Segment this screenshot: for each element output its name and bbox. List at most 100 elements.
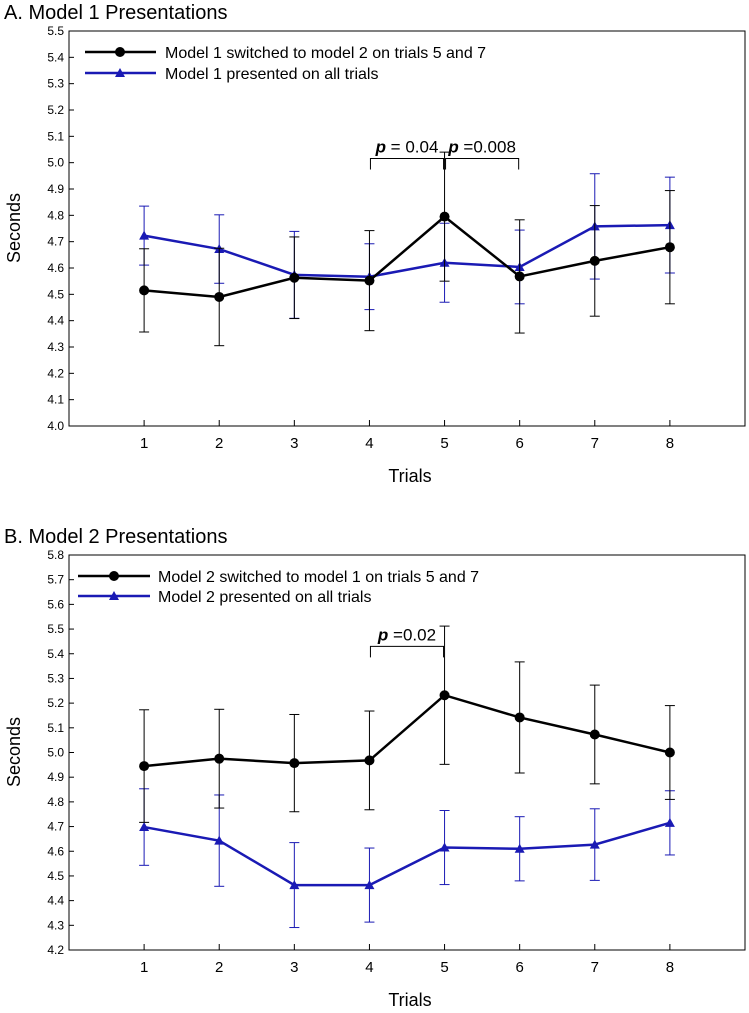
- y-tick-label: 5.0: [47, 156, 64, 170]
- series-line: [143, 223, 670, 278]
- data-point: [439, 842, 450, 852]
- p-value: =0.02: [388, 625, 436, 644]
- y-tick-label: 4.1: [47, 393, 64, 407]
- y-tick-label: 5.3: [47, 77, 64, 91]
- p-symbol: p: [447, 137, 458, 156]
- panel-a-series: [139, 151, 675, 347]
- data-point: [664, 747, 675, 758]
- data-point: [139, 761, 150, 772]
- data-point: [139, 230, 150, 240]
- legend-b-label-1: Model 2 switched to model 1 on trials 5 …: [158, 569, 479, 586]
- significance-label: p = 0.04: [375, 137, 439, 156]
- data-point: [364, 755, 375, 766]
- x-tick-label: 5: [440, 435, 448, 452]
- y-tick-label: 4.2: [47, 366, 64, 380]
- panel-b-y-axis-label: Seconds: [4, 717, 24, 787]
- data-point: [664, 242, 675, 253]
- data-point: [214, 291, 225, 302]
- y-tick-label: 4.8: [47, 208, 64, 222]
- x-tick-label: 5: [440, 959, 448, 976]
- panel-b-title: B. Model 2 Presentations: [4, 526, 227, 548]
- x-tick-label: 2: [215, 435, 223, 452]
- data-point: [364, 880, 375, 890]
- y-tick-label: 5.5: [47, 24, 64, 38]
- data-point: [514, 271, 525, 282]
- y-tick-label: 5.0: [47, 746, 64, 760]
- panel-b: B. Model 2 Presentations Seconds Trials …: [4, 526, 746, 1010]
- panel-a-y-ticks: 4.0 4.1 4.2 4.3 4.4 4.5 4.6 4.7 4.8 4.9 5.0 5.1 5.2 5…: [47, 24, 74, 433]
- y-tick-label: 4.5: [47, 869, 64, 883]
- x-tick-label: 6: [515, 435, 523, 452]
- y-tick-label: 4.4: [47, 314, 64, 328]
- y-tick-label: 4.8: [47, 795, 64, 809]
- y-tick-label: 4.9: [47, 770, 64, 784]
- y-tick-label: 5.1: [47, 129, 64, 143]
- legend-b-marker-1: [109, 571, 119, 581]
- y-tick-label: 4.5: [47, 287, 64, 301]
- data-point: [289, 758, 300, 769]
- series-same-model: [139, 788, 675, 929]
- p-value: =0.008: [459, 137, 516, 156]
- panel-a-annotations: p = 0.04 p =0.008: [369, 137, 520, 170]
- p-symbol: p: [377, 625, 388, 644]
- x-tick-label: 4: [365, 435, 373, 452]
- data-point: [364, 275, 375, 286]
- panel-a-x-axis-label: Trials: [388, 466, 431, 486]
- y-tick-label: 4.7: [47, 820, 64, 834]
- x-tick-label: 8: [666, 959, 674, 976]
- significance-label: p =0.02: [377, 625, 436, 644]
- data-point: [439, 690, 450, 701]
- p-value: = 0.04: [386, 137, 438, 156]
- y-tick-label: 5.1: [47, 721, 64, 735]
- panel-b-x-ticks: 1 2 3 4 5 6 7 8: [140, 944, 674, 976]
- legend-a-marker-2: [115, 68, 125, 77]
- y-tick-label: 5.8: [47, 548, 64, 562]
- y-tick-label: 4.9: [47, 182, 64, 196]
- significance-bracket: [445, 157, 520, 170]
- y-tick-label: 4.3: [47, 918, 64, 932]
- data-point: [214, 835, 225, 845]
- series-line: [144, 215, 671, 299]
- data-point: [139, 822, 150, 832]
- data-point: [514, 843, 525, 853]
- y-tick-label: 4.7: [47, 235, 64, 249]
- data-point: [589, 839, 600, 849]
- panel-a-plot-frame: [68, 30, 746, 427]
- y-tick-label: 4.6: [47, 844, 64, 858]
- y-tick-label: 4.3: [47, 340, 64, 354]
- y-tick-label: 5.2: [47, 103, 64, 117]
- data-point: [514, 712, 525, 723]
- significance-label: p =0.008: [447, 137, 516, 156]
- y-tick-label: 4.6: [47, 261, 64, 275]
- y-tick-label: 5.7: [47, 573, 64, 587]
- data-point: [589, 729, 600, 740]
- y-tick-label: 5.3: [47, 671, 64, 685]
- data-point: [289, 272, 300, 283]
- p-symbol: p: [375, 137, 386, 156]
- x-tick-label: 4: [365, 959, 373, 976]
- panel-a: A. Model 1 Presentations Seconds Trials …: [4, 2, 746, 486]
- y-tick-label: 5.6: [47, 597, 64, 611]
- significance-bracket: [369, 157, 445, 170]
- y-tick-label: 5.4: [47, 647, 64, 661]
- y-tick-label: 5.5: [47, 622, 64, 636]
- panel-b-x-axis-label: Trials: [388, 990, 431, 1010]
- x-tick-label: 1: [140, 959, 148, 976]
- x-tick-label: 2: [215, 959, 223, 976]
- y-tick-label: 5.4: [47, 50, 64, 64]
- x-tick-label: 3: [290, 435, 298, 452]
- x-tick-label: 3: [290, 959, 298, 976]
- data-point: [214, 753, 225, 764]
- panel-a-legend: Model 1 switched to model 2 on trials 5 …: [85, 45, 486, 83]
- series-line: [143, 693, 671, 768]
- x-tick-label: 6: [515, 959, 523, 976]
- panel-b-plot-frame: [68, 554, 746, 951]
- x-tick-label: 1: [140, 435, 148, 452]
- series-switched: [139, 625, 675, 823]
- x-tick-label: 8: [666, 435, 674, 452]
- panel-a-title: A. Model 1 Presentations: [4, 2, 227, 24]
- y-tick-label: 4.2: [47, 943, 64, 957]
- legend-b-marker-2: [109, 591, 119, 600]
- panel-b-series: [139, 625, 675, 929]
